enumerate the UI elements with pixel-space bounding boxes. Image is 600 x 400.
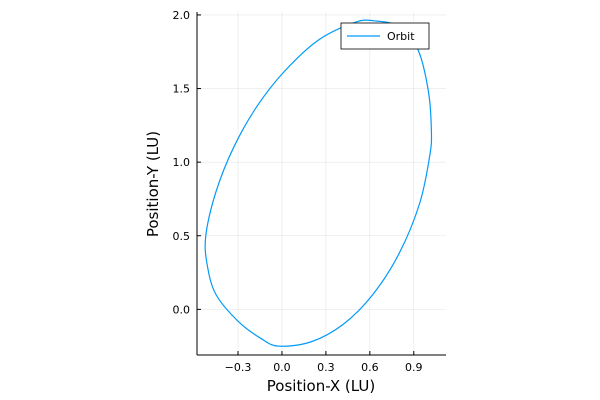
y-ticks: 0.0 0.5 1.0 1.5 2.0	[173, 9, 201, 316]
x-tick-label: 0.9	[405, 361, 423, 374]
x-tick-label: 0.6	[361, 361, 379, 374]
x-ticks: −0.3 0.0 0.3 0.6 0.9	[225, 351, 423, 374]
series-line-orbit	[204, 19, 433, 347]
x-axis-label: Position-X (LU)	[267, 377, 375, 395]
y-tick-label: 0.5	[173, 230, 191, 243]
series	[204, 19, 433, 347]
y-tick-label: 2.0	[173, 9, 191, 22]
grid	[197, 12, 446, 355]
y-tick-label: 1.5	[173, 83, 191, 96]
x-tick-label: −0.3	[225, 361, 252, 374]
y-tick-label: 1.0	[173, 156, 191, 169]
x-tick-label: 0.0	[273, 361, 291, 374]
legend: Orbit	[340, 22, 430, 50]
y-tick-label: 0.0	[173, 303, 191, 316]
x-tick-label: 0.3	[317, 361, 335, 374]
y-axis-label: Position-Y (LU)	[144, 131, 162, 237]
legend-label-orbit: Orbit	[387, 30, 415, 43]
